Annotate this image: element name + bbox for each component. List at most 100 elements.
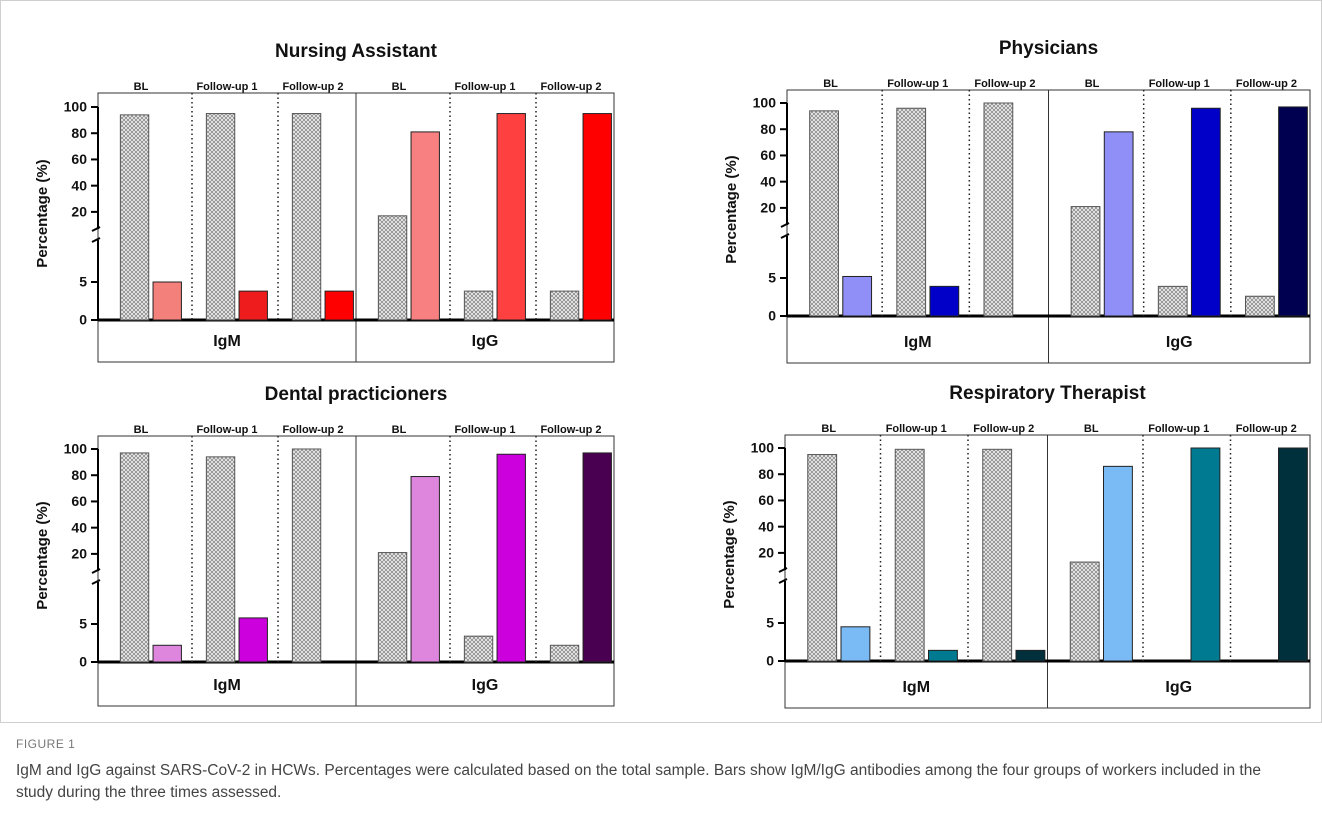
bar <box>896 107 927 317</box>
y-tick-label: 5 <box>79 274 87 290</box>
group-label: IgM <box>904 334 932 351</box>
bar <box>238 617 268 663</box>
bar <box>549 644 580 663</box>
group-label: IgG <box>472 333 499 350</box>
caption-label: FIGURE 1 <box>16 737 76 751</box>
y-tick-label: 40 <box>760 173 776 189</box>
bar <box>842 275 873 317</box>
category-label: BL <box>392 424 407 436</box>
y-tick-label: 20 <box>758 545 774 561</box>
bar <box>152 281 182 321</box>
chart-title: Nursing Assistant <box>275 41 438 62</box>
axis-break <box>91 226 101 232</box>
bar <box>1103 131 1134 317</box>
axis-break <box>780 222 790 228</box>
category-label: Follow-up 1 <box>196 424 257 436</box>
bar <box>1103 465 1133 662</box>
bar <box>205 456 236 663</box>
bar <box>1278 447 1308 662</box>
bar <box>410 131 440 321</box>
category-label: BL <box>392 81 407 93</box>
category-label: Follow-up 2 <box>282 424 343 436</box>
category-label: Follow-up 1 <box>1148 423 1209 435</box>
y-tick-label: 20 <box>71 546 87 562</box>
bar <box>840 626 871 662</box>
bar <box>291 113 322 321</box>
bar <box>549 290 580 321</box>
y-tick-label: 20 <box>760 200 776 216</box>
bar <box>377 215 408 321</box>
bar <box>496 113 526 321</box>
category-label: BL <box>134 424 149 436</box>
y-tick-label: 0 <box>79 312 87 328</box>
bar <box>410 476 440 663</box>
bar <box>119 452 150 663</box>
figure: Nursing Assistant 0 5 20 40 60 80 100 Percentage… <box>0 0 1322 723</box>
bar <box>1244 295 1275 317</box>
y-tick-label: 40 <box>71 519 87 535</box>
bar <box>983 102 1014 317</box>
bar <box>205 113 236 321</box>
axis-break <box>778 567 788 573</box>
category-label: Follow-up 2 <box>540 81 601 93</box>
y-tick-label: 100 <box>64 99 88 115</box>
y-tick-label: 80 <box>71 125 87 141</box>
y-tick-label: 5 <box>766 615 774 631</box>
chart-title: Physicians <box>999 38 1098 59</box>
bar <box>928 649 958 662</box>
y-tick-label: 100 <box>753 95 777 111</box>
y-tick-label: 60 <box>758 492 774 508</box>
category-label: Follow-up 1 <box>454 81 515 93</box>
bar <box>377 552 408 663</box>
y-tick-label: 20 <box>71 204 87 220</box>
category-label: Follow-up 2 <box>973 423 1034 435</box>
bar <box>894 448 925 662</box>
y-tick-label: 5 <box>768 270 776 286</box>
y-axis-label: Percentage (%) <box>34 501 51 609</box>
bar <box>1278 106 1308 317</box>
category-label: Follow-up 1 <box>1149 78 1210 90</box>
axis-break <box>91 579 101 585</box>
bar <box>324 290 354 321</box>
category-label: Follow-up 2 <box>1236 423 1297 435</box>
y-tick-label: 5 <box>79 616 87 632</box>
caption-text: IgM and IgG against SARS-CoV-2 in HCWs. … <box>16 762 1261 801</box>
bar <box>582 113 612 321</box>
group-label: IgG <box>472 677 499 694</box>
chart-title: Respiratory Therapist <box>949 383 1146 404</box>
category-label: Follow-up 2 <box>974 78 1035 90</box>
bar <box>1070 206 1101 317</box>
y-tick-label: 60 <box>71 493 87 509</box>
y-tick-label: 0 <box>79 654 87 670</box>
category-label: Follow-up 2 <box>282 81 343 93</box>
group-label: IgM <box>213 333 241 350</box>
group-label: IgM <box>902 679 930 696</box>
bar <box>1190 107 1221 317</box>
bar <box>152 644 182 663</box>
y-tick-label: 40 <box>758 518 774 534</box>
group-label: IgM <box>213 677 241 694</box>
category-label: Follow-up 1 <box>887 78 948 90</box>
bar <box>807 454 838 662</box>
y-tick-label: 80 <box>71 467 87 483</box>
category-label: Follow-up 1 <box>454 424 515 436</box>
y-tick-label: 80 <box>758 466 774 482</box>
category-label: BL <box>134 81 149 93</box>
y-axis-label: Percentage (%) <box>721 500 738 608</box>
category-label: BL <box>823 78 838 90</box>
bar <box>1069 561 1100 662</box>
y-tick-label: 100 <box>64 441 88 457</box>
y-tick-label: 80 <box>760 121 776 137</box>
category-label: BL <box>821 423 836 435</box>
category-label: Follow-up 1 <box>196 81 257 93</box>
y-tick-label: 100 <box>751 440 775 456</box>
group-label: IgG <box>1165 679 1192 696</box>
bar <box>119 114 150 321</box>
bar <box>1157 285 1188 317</box>
axis-break <box>780 233 790 239</box>
y-tick-label: 40 <box>71 177 87 193</box>
y-tick-label: 60 <box>71 151 87 167</box>
axis-break <box>91 237 101 243</box>
y-tick-label: 0 <box>768 308 776 324</box>
